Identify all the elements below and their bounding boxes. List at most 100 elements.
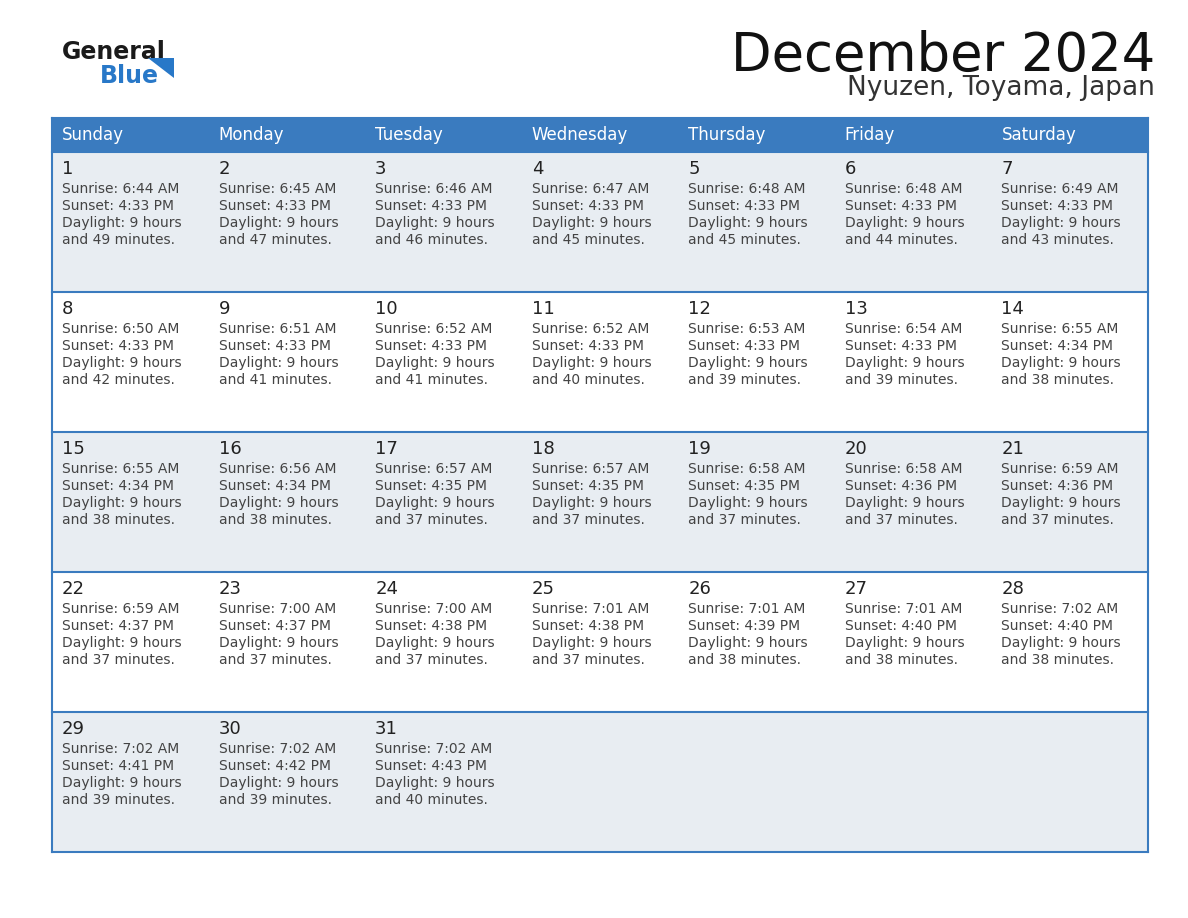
Polygon shape: [148, 58, 173, 78]
Text: Daylight: 9 hours: Daylight: 9 hours: [845, 216, 965, 230]
Text: Wednesday: Wednesday: [532, 126, 628, 144]
Text: and 38 minutes.: and 38 minutes.: [1001, 653, 1114, 667]
Text: Sunset: 4:35 PM: Sunset: 4:35 PM: [688, 479, 801, 493]
Text: Sunrise: 6:54 AM: Sunrise: 6:54 AM: [845, 322, 962, 336]
Text: and 49 minutes.: and 49 minutes.: [62, 233, 175, 247]
Text: Daylight: 9 hours: Daylight: 9 hours: [219, 636, 339, 650]
Text: 25: 25: [532, 580, 555, 598]
Text: Sunrise: 6:57 AM: Sunrise: 6:57 AM: [375, 462, 493, 476]
Text: Sunrise: 7:02 AM: Sunrise: 7:02 AM: [375, 742, 492, 756]
Text: Nyuzen, Toyama, Japan: Nyuzen, Toyama, Japan: [847, 75, 1155, 101]
Text: and 37 minutes.: and 37 minutes.: [375, 653, 488, 667]
Text: Sunrise: 6:55 AM: Sunrise: 6:55 AM: [62, 462, 179, 476]
Text: and 38 minutes.: and 38 minutes.: [688, 653, 801, 667]
Text: Sunrise: 6:49 AM: Sunrise: 6:49 AM: [1001, 182, 1119, 196]
Text: Sunrise: 7:02 AM: Sunrise: 7:02 AM: [1001, 602, 1119, 616]
Text: Daylight: 9 hours: Daylight: 9 hours: [532, 636, 651, 650]
Text: Daylight: 9 hours: Daylight: 9 hours: [375, 776, 494, 790]
Text: Daylight: 9 hours: Daylight: 9 hours: [219, 776, 339, 790]
Text: Daylight: 9 hours: Daylight: 9 hours: [845, 496, 965, 510]
Text: Sunrise: 6:46 AM: Sunrise: 6:46 AM: [375, 182, 493, 196]
Text: Sunrise: 7:02 AM: Sunrise: 7:02 AM: [219, 742, 336, 756]
Text: 13: 13: [845, 300, 867, 318]
Text: Daylight: 9 hours: Daylight: 9 hours: [688, 636, 808, 650]
Text: Sunrise: 7:00 AM: Sunrise: 7:00 AM: [219, 602, 336, 616]
Text: 27: 27: [845, 580, 868, 598]
Text: and 39 minutes.: and 39 minutes.: [219, 793, 331, 807]
Text: Daylight: 9 hours: Daylight: 9 hours: [219, 356, 339, 370]
Bar: [52, 432, 1148, 572]
Text: Sunset: 4:42 PM: Sunset: 4:42 PM: [219, 759, 330, 773]
Text: 26: 26: [688, 580, 712, 598]
Text: and 37 minutes.: and 37 minutes.: [1001, 513, 1114, 527]
Text: and 43 minutes.: and 43 minutes.: [1001, 233, 1114, 247]
Text: and 41 minutes.: and 41 minutes.: [219, 373, 331, 387]
Text: Sunset: 4:36 PM: Sunset: 4:36 PM: [845, 479, 958, 493]
Text: Daylight: 9 hours: Daylight: 9 hours: [375, 496, 494, 510]
Text: and 38 minutes.: and 38 minutes.: [219, 513, 331, 527]
Text: Sunset: 4:43 PM: Sunset: 4:43 PM: [375, 759, 487, 773]
Text: Sunset: 4:33 PM: Sunset: 4:33 PM: [1001, 199, 1113, 213]
Text: and 40 minutes.: and 40 minutes.: [532, 373, 645, 387]
Text: 7: 7: [1001, 160, 1013, 178]
Text: Daylight: 9 hours: Daylight: 9 hours: [688, 216, 808, 230]
Text: Sunset: 4:41 PM: Sunset: 4:41 PM: [62, 759, 175, 773]
Text: Blue: Blue: [100, 64, 159, 88]
Text: Sunrise: 7:00 AM: Sunrise: 7:00 AM: [375, 602, 492, 616]
Text: Sunrise: 6:52 AM: Sunrise: 6:52 AM: [532, 322, 649, 336]
Text: and 37 minutes.: and 37 minutes.: [62, 653, 175, 667]
Text: Daylight: 9 hours: Daylight: 9 hours: [1001, 216, 1121, 230]
Text: and 37 minutes.: and 37 minutes.: [845, 513, 958, 527]
Text: Sunset: 4:33 PM: Sunset: 4:33 PM: [845, 199, 956, 213]
Text: Sunset: 4:33 PM: Sunset: 4:33 PM: [219, 199, 330, 213]
Text: Sunset: 4:38 PM: Sunset: 4:38 PM: [532, 619, 644, 633]
Text: Sunset: 4:33 PM: Sunset: 4:33 PM: [62, 199, 173, 213]
Text: Daylight: 9 hours: Daylight: 9 hours: [375, 356, 494, 370]
Text: and 37 minutes.: and 37 minutes.: [532, 653, 645, 667]
Text: 31: 31: [375, 720, 398, 738]
Text: Sunrise: 6:52 AM: Sunrise: 6:52 AM: [375, 322, 493, 336]
Text: Sunrise: 6:57 AM: Sunrise: 6:57 AM: [532, 462, 649, 476]
Text: and 37 minutes.: and 37 minutes.: [219, 653, 331, 667]
Text: 1: 1: [62, 160, 74, 178]
Text: Friday: Friday: [845, 126, 895, 144]
Text: Sunset: 4:33 PM: Sunset: 4:33 PM: [532, 339, 644, 353]
Text: Sunrise: 6:48 AM: Sunrise: 6:48 AM: [688, 182, 805, 196]
Text: Daylight: 9 hours: Daylight: 9 hours: [219, 216, 339, 230]
Text: and 37 minutes.: and 37 minutes.: [532, 513, 645, 527]
Text: Sunset: 4:35 PM: Sunset: 4:35 PM: [375, 479, 487, 493]
Text: 14: 14: [1001, 300, 1024, 318]
Text: Sunrise: 6:44 AM: Sunrise: 6:44 AM: [62, 182, 179, 196]
Text: 17: 17: [375, 440, 398, 458]
Text: Daylight: 9 hours: Daylight: 9 hours: [688, 496, 808, 510]
Text: and 41 minutes.: and 41 minutes.: [375, 373, 488, 387]
Text: Sunrise: 6:50 AM: Sunrise: 6:50 AM: [62, 322, 179, 336]
Text: 11: 11: [532, 300, 555, 318]
Text: and 40 minutes.: and 40 minutes.: [375, 793, 488, 807]
Text: and 37 minutes.: and 37 minutes.: [375, 513, 488, 527]
Text: Sunset: 4:33 PM: Sunset: 4:33 PM: [688, 199, 801, 213]
Text: General: General: [62, 40, 166, 64]
Text: and 38 minutes.: and 38 minutes.: [845, 653, 958, 667]
Text: Sunset: 4:39 PM: Sunset: 4:39 PM: [688, 619, 801, 633]
Text: and 38 minutes.: and 38 minutes.: [62, 513, 175, 527]
Text: 4: 4: [532, 160, 543, 178]
Text: Daylight: 9 hours: Daylight: 9 hours: [62, 356, 182, 370]
Text: Sunset: 4:33 PM: Sunset: 4:33 PM: [219, 339, 330, 353]
Text: Sunset: 4:37 PM: Sunset: 4:37 PM: [219, 619, 330, 633]
Text: 3: 3: [375, 160, 386, 178]
Text: 6: 6: [845, 160, 857, 178]
Text: Sunset: 4:33 PM: Sunset: 4:33 PM: [375, 199, 487, 213]
Text: Sunrise: 6:58 AM: Sunrise: 6:58 AM: [688, 462, 805, 476]
Bar: [52, 152, 1148, 292]
Bar: [52, 118, 1148, 152]
Text: Sunset: 4:34 PM: Sunset: 4:34 PM: [219, 479, 330, 493]
Text: 15: 15: [62, 440, 84, 458]
Text: Daylight: 9 hours: Daylight: 9 hours: [375, 216, 494, 230]
Text: December 2024: December 2024: [731, 30, 1155, 82]
Text: Daylight: 9 hours: Daylight: 9 hours: [845, 636, 965, 650]
Text: Sunrise: 6:55 AM: Sunrise: 6:55 AM: [1001, 322, 1119, 336]
Text: and 39 minutes.: and 39 minutes.: [845, 373, 958, 387]
Text: Sunset: 4:40 PM: Sunset: 4:40 PM: [845, 619, 956, 633]
Text: and 46 minutes.: and 46 minutes.: [375, 233, 488, 247]
